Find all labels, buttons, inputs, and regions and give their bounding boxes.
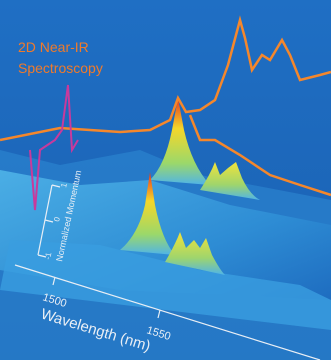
momentum-tick: -1 — [43, 251, 53, 260]
title-line: Spectroscopy — [18, 60, 103, 76]
peak — [200, 162, 260, 200]
momentum-tick: 0 — [52, 216, 62, 223]
peak — [150, 98, 210, 185]
spectrum-trace — [188, 114, 331, 197]
peak — [165, 232, 225, 275]
momentum-trace — [29, 84, 79, 211]
title-line: 2D Near-IR — [18, 39, 89, 55]
wavelength-axis — [14, 264, 321, 360]
spectrum-trace — [0, 15, 331, 142]
axis-tick — [52, 276, 161, 319]
peak — [120, 172, 175, 255]
surface-front — [0, 240, 331, 330]
momentum-tick: 1 — [59, 182, 69, 189]
momentum-axis — [37, 184, 61, 258]
